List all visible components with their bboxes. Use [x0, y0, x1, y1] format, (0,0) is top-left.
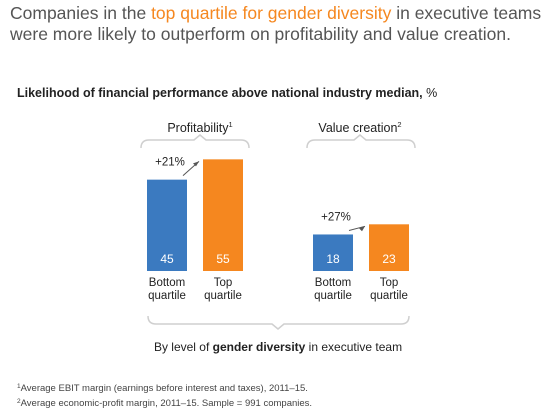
bar-2-2	[369, 224, 409, 271]
change-arrowhead-2	[359, 226, 365, 232]
subtitle-text: Likelihood of financial performance abov…	[17, 86, 423, 100]
bar-label-1-1: Bottom quartile	[148, 277, 186, 302]
change-label-1: +21%	[155, 157, 185, 169]
group-bracket-1	[140, 134, 250, 149]
headline: Companies in the top quartile for gender…	[10, 3, 550, 45]
footnote-1-marker: 1	[17, 383, 21, 390]
x-axis-label-bold: gender diversity	[213, 340, 306, 354]
footnote-2-text: Average economic-profit margin, 2011–15.…	[20, 398, 313, 409]
bar-label-line-1-2-1: Top	[214, 277, 233, 289]
footnote-1: 1Average EBIT margin (earnings before in…	[17, 380, 312, 395]
group-title-1-text: Profitability	[167, 121, 229, 135]
bar-label-line-1-2-2: quartile	[204, 290, 242, 302]
group-title-1-sup: 1	[228, 120, 232, 129]
headline-post: in executive teams were more likely to o…	[10, 3, 542, 44]
headline-pre: Companies in the	[10, 3, 152, 23]
bar-value-2-2: 23	[382, 252, 396, 266]
bar-label-line-1-1-2: quartile	[148, 290, 186, 302]
bar-value-2-1: 18	[326, 252, 340, 266]
footnote-1-text: Average EBIT margin (earnings before int…	[20, 383, 308, 394]
bar-2-1	[313, 234, 353, 271]
x-axis-label: By level of gender diversity in executiv…	[154, 340, 402, 354]
bar-label-line-1-1-1: Bottom	[149, 277, 185, 289]
bar-label-line-2-2-1: Top	[380, 277, 399, 289]
bar-1-1	[147, 179, 187, 271]
bar-label-2-1: Bottom quartile	[314, 277, 352, 302]
change-arrow-2	[348, 225, 366, 231]
bar-label-line-2-2-2: quartile	[370, 290, 408, 302]
chart-subtitle: Likelihood of financial performance abov…	[17, 86, 437, 100]
x-axis-label-pre: By level of	[154, 340, 213, 354]
change-arrowhead-1	[193, 161, 199, 167]
footnote-2: 2Average economic-profit margin, 2011–15…	[17, 395, 312, 410]
group-title-2-sup: 2	[397, 120, 401, 129]
group-title-2: Value creation2	[318, 120, 401, 135]
bar-label-line-2-1-2: quartile	[314, 290, 352, 302]
bar-label-line-2-1-1: Bottom	[315, 277, 351, 289]
footnotes: 1Average EBIT margin (earnings before in…	[17, 380, 312, 410]
group-bracket-2	[306, 134, 416, 149]
x-axis-label-post: in executive team	[305, 340, 402, 354]
bar-1-2	[203, 159, 243, 271]
bar-label-1-2: Top quartile	[204, 277, 242, 302]
footnote-2-marker: 2	[17, 398, 21, 405]
bar-label-2-2: Top quartile	[370, 277, 408, 302]
bar-value-1-2: 55	[216, 252, 230, 266]
group-title-1: Profitability1	[167, 120, 232, 135]
subtitle-unit: %	[426, 86, 438, 100]
headline-highlight: top quartile for gender diversity	[151, 3, 392, 23]
bar-value-1-1: 45	[160, 252, 174, 266]
bottom-bracket	[147, 315, 410, 330]
group-title-2-text: Value creation	[318, 121, 397, 135]
change-label-2: +27%	[321, 211, 351, 223]
